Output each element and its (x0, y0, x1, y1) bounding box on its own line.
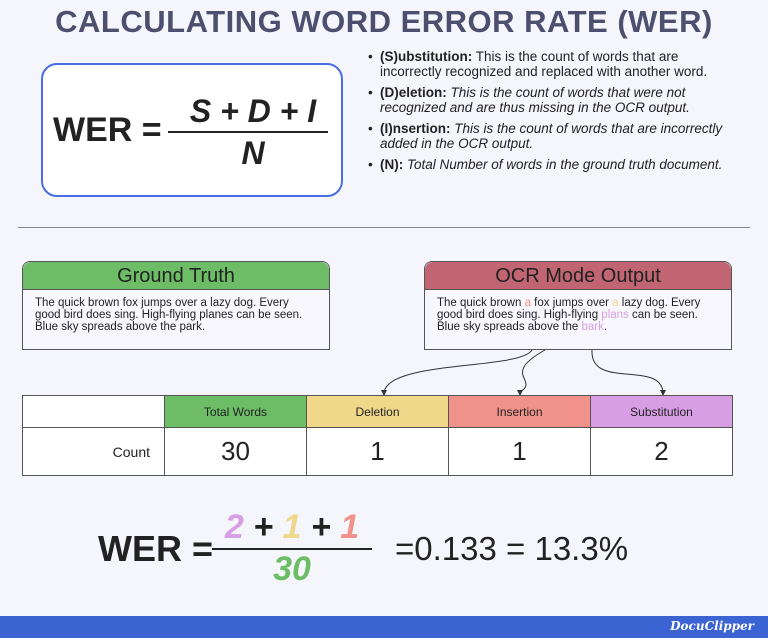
ocr-output-header: OCR Mode Output (425, 262, 731, 290)
table-row: Count 30 1 1 2 (22, 427, 733, 476)
header-empty (22, 395, 165, 428)
header-total-words: Total Words (164, 395, 307, 428)
arrow-deletion (383, 349, 533, 393)
wer-formula-box: WER = S + D + I N (41, 63, 343, 197)
text: can be seen. Blue sky spreads above the (437, 309, 698, 333)
ocr-output-text: The quick brown a fox jumps over a lazy … (425, 290, 731, 340)
deleted-word: a (612, 297, 619, 309)
desc: This is the count of words that were not… (380, 85, 690, 115)
ground-truth-text: The quick brown fox jumps over a lazy do… (35, 297, 303, 333)
text: The quick brown (437, 297, 525, 309)
deletion-count: 1 (282, 508, 302, 546)
term: (S)ubstitution: (380, 49, 473, 64)
definition-n: (N): Total Number of words in the ground… (368, 157, 738, 173)
term: (D)eletion: (380, 85, 447, 100)
plus: + (301, 508, 341, 546)
definition-substitution: (S)ubstitution: This is the count of wor… (368, 49, 738, 79)
cell-substitution: 2 (590, 427, 733, 476)
header-deletion: Deletion (306, 395, 449, 428)
substituted-word: bark (581, 321, 604, 333)
fraction-line (212, 548, 372, 550)
fraction-line (168, 131, 328, 133)
term: (N): (380, 157, 404, 172)
definition-insertion: (I)nsertion: This is the count of words … (368, 121, 738, 151)
text: fox jumps over (530, 297, 613, 309)
divider (18, 227, 750, 228)
counts-table: Total Words Deletion Insertion Substitut… (22, 395, 733, 476)
term: (I)nsertion: (380, 121, 451, 136)
result-denominator: 30 (273, 550, 311, 588)
row-label: Count (22, 427, 165, 476)
desc: This is the count of words that are inco… (380, 121, 723, 151)
cell-insertion: 1 (448, 427, 591, 476)
cell-total-words: 30 (164, 427, 307, 476)
definitions-list: (S)ubstitution: This is the count of wor… (368, 49, 738, 180)
footer-bar: DocuClipper (0, 616, 768, 638)
page-title: CALCULATING WORD ERROR RATE (WER) (55, 4, 713, 39)
arrow-insertion (519, 349, 546, 393)
result-value: =0.133 = 13.3% (395, 530, 629, 567)
arrow-substitution (591, 349, 664, 393)
table-header-row: Total Words Deletion Insertion Substitut… (22, 395, 733, 428)
desc: Total Number of words in the ground trut… (403, 157, 723, 172)
substituted-word: plans (601, 309, 629, 321)
desc: This is the count of words that are inco… (380, 49, 708, 79)
formula-lhs: WER = (53, 111, 162, 149)
ground-truth-card: Ground Truth The quick brown fox jumps o… (22, 261, 330, 350)
result-lhs: WER = (98, 528, 214, 569)
text: lazy dog. Every good bird does sing. Hig… (437, 297, 701, 321)
plus: + (243, 508, 283, 546)
formula-denominator: N (241, 135, 265, 171)
definition-deletion: (D)eletion: This is the count of words t… (368, 85, 738, 115)
header-substitution: Substitution (590, 395, 733, 428)
formula-numerator: S + D + I (189, 93, 317, 129)
insertion-count: 1 (340, 508, 360, 546)
text: . (603, 321, 608, 333)
header-insertion: Insertion (448, 395, 591, 428)
ground-truth-header: Ground Truth (23, 262, 329, 290)
docuclipper-logo: DocuClipper (670, 619, 754, 633)
ocr-output-card: OCR Mode Output The quick brown a fox ju… (424, 261, 732, 350)
result-numerator: 2 + 1 + 1 (212, 508, 372, 547)
cell-deletion: 1 (306, 427, 449, 476)
inserted-word: a (524, 297, 531, 309)
substitution-count: 2 (224, 508, 244, 546)
